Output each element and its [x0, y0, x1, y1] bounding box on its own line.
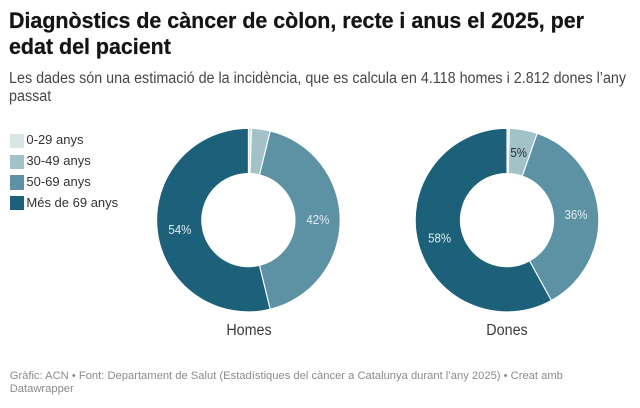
svg-text:54%: 54% — [168, 222, 191, 237]
svg-text:36%: 36% — [565, 207, 588, 222]
svg-text:42%: 42% — [306, 212, 329, 227]
svg-text:5%: 5% — [510, 145, 527, 160]
svg-text:58%: 58% — [428, 231, 451, 246]
